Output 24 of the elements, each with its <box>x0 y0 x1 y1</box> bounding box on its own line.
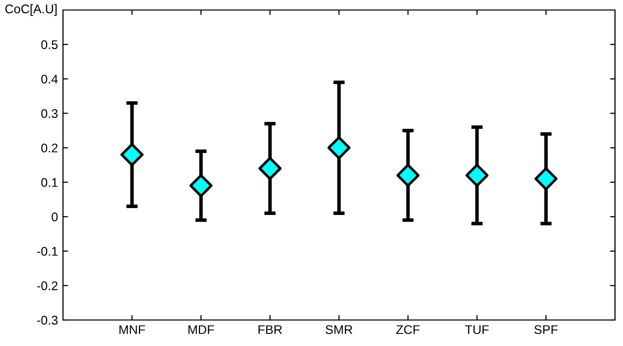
y-tick-label: 0 <box>52 212 58 222</box>
point <box>465 164 489 187</box>
x-tick-label: SPF <box>534 325 558 334</box>
point <box>534 167 558 190</box>
x-tick-label: ZCF <box>396 325 420 334</box>
y-tick-label: 0.2 <box>41 144 58 152</box>
y-tick-label: 0.4 <box>41 74 58 84</box>
point <box>327 136 351 160</box>
x-tick-label: FBR <box>258 325 282 334</box>
y-tick-label: -0.3 <box>37 316 58 325</box>
y-tick-label: 0.1 <box>41 178 58 187</box>
point <box>189 174 213 198</box>
x-tick-label: MDF <box>188 325 214 334</box>
x-tick-label: MNF <box>119 325 146 334</box>
x-tick-label: SMR <box>326 325 352 334</box>
y-tick-label: 0.5 <box>41 40 58 50</box>
y-axis-title: CoC[A.U] <box>5 4 57 16</box>
point <box>120 143 144 166</box>
x-tick-label: TUF <box>465 325 489 334</box>
y-tick-label: -0.2 <box>37 281 58 290</box>
point <box>258 156 282 180</box>
y-tick-label: 0.3 <box>41 109 58 118</box>
point <box>396 164 420 187</box>
y-tick-label: -0.1 <box>37 246 58 256</box>
